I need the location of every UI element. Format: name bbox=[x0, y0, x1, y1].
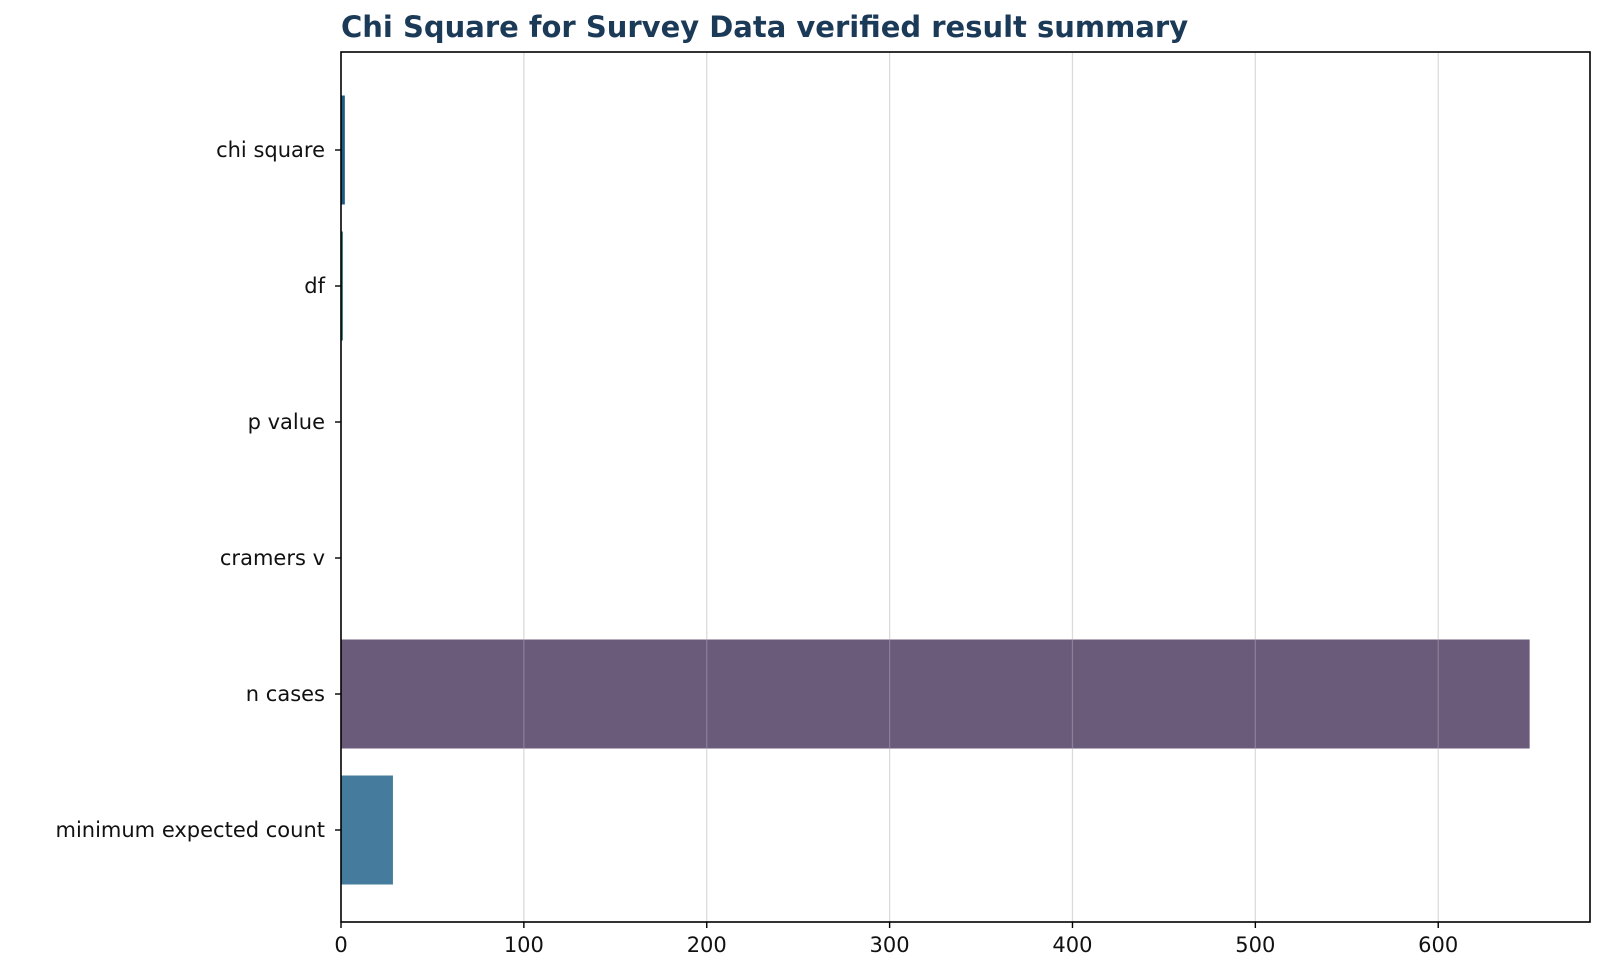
bar-df bbox=[341, 231, 343, 341]
x-tick-label: 200 bbox=[687, 933, 727, 957]
y-tick-label: n cases bbox=[246, 682, 325, 706]
y-tick-label: minimum expected count bbox=[55, 818, 325, 842]
bar-chi-square bbox=[341, 95, 345, 205]
x-axis-ticks: 0 100 200 300 400 500 600 bbox=[334, 922, 1458, 957]
y-tick-label: cramers v bbox=[220, 546, 325, 570]
y-tick-label: df bbox=[304, 274, 325, 298]
bar-n-cases bbox=[341, 639, 1530, 749]
x-tick-label: 300 bbox=[870, 933, 910, 957]
y-tick-label: chi square bbox=[216, 138, 325, 162]
x-tick-label: 0 bbox=[334, 933, 347, 957]
x-tick-label: 500 bbox=[1235, 933, 1275, 957]
plot-frame bbox=[340, 51, 1591, 923]
y-axis-ticks: chi square df p value cramers v n cases minim… bbox=[55, 138, 341, 842]
bar-minimum-expected-count bbox=[341, 775, 393, 885]
x-tick-label: 600 bbox=[1418, 933, 1458, 957]
x-tick-label: 100 bbox=[504, 933, 544, 957]
y-tick-label: p value bbox=[248, 410, 325, 434]
grid-lines bbox=[523, 52, 1439, 922]
x-tick-label: 400 bbox=[1052, 933, 1092, 957]
bars bbox=[341, 52, 1530, 922]
chart-title: Chi Square for Survey Data verified resu… bbox=[341, 10, 1189, 44]
